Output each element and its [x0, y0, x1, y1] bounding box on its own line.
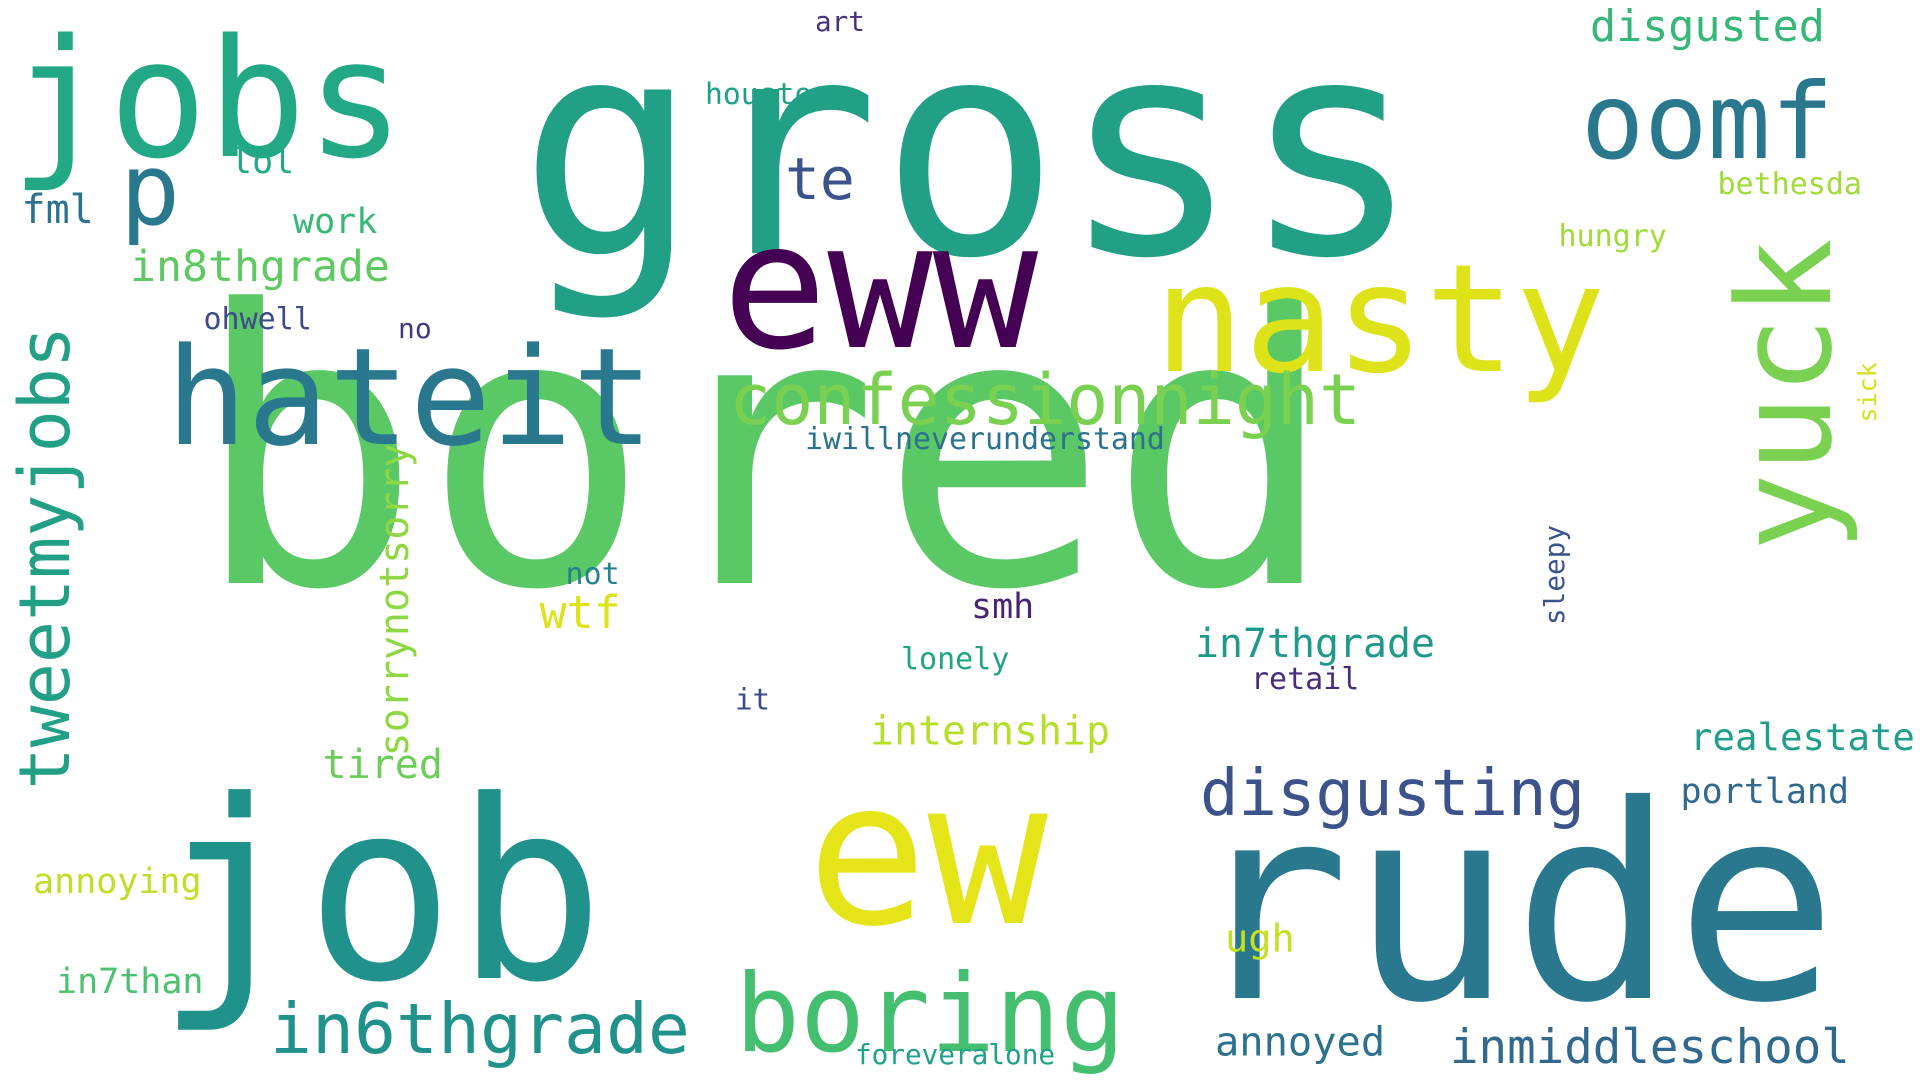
word-jobs: jobs [10, 4, 405, 195]
word-sick: sick [1853, 362, 1882, 423]
word-in8thgrade: in8thgrade [130, 242, 390, 292]
word-in6thgrade: in6thgrade [270, 989, 690, 1070]
word-annoyed: annoyed [1215, 1018, 1386, 1066]
word-bethesda: bethesda [1717, 167, 1863, 202]
word-no: no [398, 312, 432, 345]
word-ew: ew [807, 738, 1048, 971]
word-ugh: ugh [1225, 916, 1295, 962]
word-bored: bored [193, 230, 1337, 673]
word-job: job [155, 747, 605, 1037]
word-gross: gross [518, 0, 1422, 324]
word-tweetmyjobs: tweetmyjobs [4, 325, 86, 790]
word-it: it [735, 682, 771, 717]
word-eww: eww [722, 186, 1039, 389]
word-te: te [785, 145, 855, 213]
word-annoying: annoying [33, 862, 202, 902]
word-yuck: yuck [1709, 238, 1861, 552]
word-hateit: hateit [166, 319, 654, 476]
word-confessionnight: confessionnight [729, 359, 1362, 441]
word-realestate: realestate [1690, 715, 1915, 759]
word-art: art [815, 5, 865, 38]
word-inmiddleschool: inmiddleschool [1450, 1020, 1850, 1075]
word-lol: lol [231, 142, 295, 182]
word-wtf: wtf [539, 586, 621, 639]
word-in7thgrade: in7thgrade [1195, 621, 1435, 667]
word-nasty: nasty [1154, 233, 1606, 407]
word-lonely: lonely [901, 642, 1010, 677]
word-p: p [120, 131, 181, 248]
word-sleepy: sleepy [1538, 524, 1571, 625]
word-portland: portland [1680, 772, 1850, 812]
word-ohwell: ohwell [203, 302, 312, 337]
word-in7than: in7than [56, 962, 204, 1002]
word-smh: smh [971, 587, 1035, 627]
word-boring: boring [735, 952, 1126, 1077]
word-work: work [293, 202, 378, 242]
word-disgusted: disgusted [1590, 2, 1825, 52]
word-retail: retail [1251, 662, 1360, 697]
word-foreveralone: foreveralone [855, 1038, 1056, 1071]
word-not: not [565, 557, 620, 592]
word-tired: tired [322, 742, 443, 788]
word-rude: rude [1187, 747, 1838, 1062]
word-disgusting: disgusting [1200, 757, 1585, 831]
word-oomf: oomf [1581, 61, 1834, 183]
word-hungry: hungry [1558, 219, 1667, 254]
word-houston: houston [705, 77, 831, 112]
word-iwillneverunderstand: iwillneverunderstand [805, 422, 1165, 457]
word-fml: fml [21, 187, 94, 233]
word-sorrynotsorry: sorrynotsorry [372, 443, 418, 757]
word-internship: internship [870, 708, 1110, 755]
